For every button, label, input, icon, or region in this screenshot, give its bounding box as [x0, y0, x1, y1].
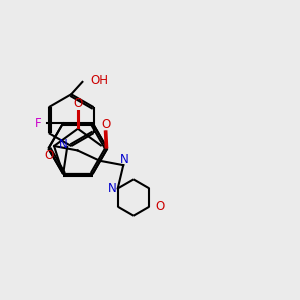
Text: O: O [102, 118, 111, 131]
Text: O: O [73, 98, 83, 110]
Text: F: F [35, 116, 42, 130]
Text: OH: OH [91, 74, 109, 87]
Text: O: O [156, 200, 165, 213]
Text: O: O [44, 148, 54, 161]
Text: N: N [107, 182, 116, 195]
Text: N: N [119, 153, 128, 167]
Text: N: N [59, 138, 68, 151]
